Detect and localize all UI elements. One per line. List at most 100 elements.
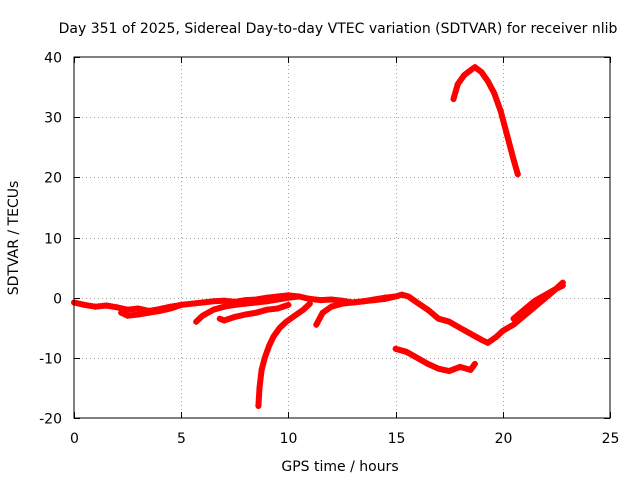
data-point [484, 339, 491, 346]
data-point [456, 363, 463, 370]
data-point [454, 81, 461, 88]
data-point [231, 301, 238, 308]
y-tick-label: 0 [53, 292, 62, 308]
series-track [510, 279, 566, 322]
y-axis-label: SDTVAR / TECUs [6, 181, 22, 296]
data-point [291, 312, 298, 319]
data-point [276, 324, 283, 331]
data-point [461, 72, 468, 79]
series-track-7 [255, 300, 313, 409]
data-point [484, 78, 491, 85]
series-track-4 [118, 301, 185, 319]
data-point [510, 315, 517, 322]
data-point [242, 300, 249, 307]
data-point [392, 293, 399, 300]
series-track-6 [216, 301, 292, 324]
data-point [258, 366, 265, 373]
data-point [478, 69, 485, 76]
series-track-3 [510, 279, 566, 322]
data-point [300, 306, 307, 313]
data-point [285, 294, 292, 301]
data-point [514, 171, 521, 178]
series-track-8 [313, 293, 399, 328]
x-tick-label: 15 [388, 431, 406, 447]
data-point [253, 309, 260, 316]
data-point [178, 301, 185, 308]
data-point [553, 285, 560, 292]
data-point [231, 313, 238, 320]
data-point [403, 348, 410, 355]
data-point [360, 298, 367, 305]
data-point [497, 108, 504, 115]
data-point [306, 300, 313, 307]
data-point [193, 318, 200, 325]
data-point [414, 354, 421, 361]
data-point [216, 315, 223, 322]
data-point [435, 365, 442, 372]
data-point [274, 305, 281, 312]
data-point [471, 64, 478, 71]
y-tick-label: 40 [44, 51, 62, 67]
data-point [296, 293, 303, 300]
x-tick-label: 0 [70, 431, 79, 447]
data-point [493, 333, 500, 340]
data-point [328, 303, 335, 310]
data-point [124, 306, 131, 313]
data-point [559, 279, 566, 286]
data-point [221, 303, 228, 310]
data-point [446, 368, 453, 375]
data-point [253, 299, 260, 306]
data-point [285, 301, 292, 308]
tick-layer: 0 5 10 15 20 25 -20 -10 0 10 20 30 40 [39, 51, 619, 448]
data-point [210, 306, 217, 313]
data-point [435, 315, 442, 322]
data-point [317, 297, 324, 304]
data-point [146, 309, 153, 316]
data-point [118, 309, 125, 316]
data-point [392, 345, 399, 352]
data-point [283, 318, 290, 325]
data-point [270, 333, 277, 340]
data-point [381, 294, 388, 301]
x-tick-label: 25 [602, 431, 620, 447]
data-point [339, 300, 345, 307]
data-point [531, 297, 538, 304]
series-track-5 [193, 293, 303, 325]
data-point [313, 321, 320, 328]
x-tick-label: 10 [280, 431, 298, 447]
series-track-9 [392, 345, 478, 375]
series-track-10 [450, 64, 521, 178]
data-point [542, 291, 549, 298]
data-point [167, 305, 174, 312]
data-point [456, 324, 463, 331]
data-point [261, 354, 268, 361]
data-point [424, 360, 431, 367]
data-layer [71, 64, 566, 409]
data-point [521, 312, 528, 319]
y-tick-label: -10 [39, 352, 62, 368]
data-point [199, 299, 206, 306]
data-point [156, 307, 163, 314]
data-point [221, 317, 228, 324]
data-point [371, 296, 378, 303]
y-tick-label: -20 [39, 412, 62, 428]
y-tick-label: 10 [44, 232, 62, 248]
data-point [405, 293, 412, 300]
chart-title: Day 351 of 2025, Sidereal Day-to-day VTE… [59, 21, 618, 37]
data-point [510, 321, 517, 328]
data-point [504, 132, 511, 139]
data-point [92, 303, 99, 310]
data-point [199, 312, 206, 319]
data-point [328, 296, 335, 303]
data-point [450, 96, 457, 103]
data-point [531, 303, 538, 310]
data-point [467, 330, 474, 337]
y-tick-label: 30 [44, 111, 62, 127]
data-point [103, 302, 110, 309]
data-point [124, 312, 131, 319]
data-point [210, 298, 217, 305]
data-point [135, 311, 142, 318]
data-point [471, 360, 478, 367]
data-point [521, 306, 528, 313]
